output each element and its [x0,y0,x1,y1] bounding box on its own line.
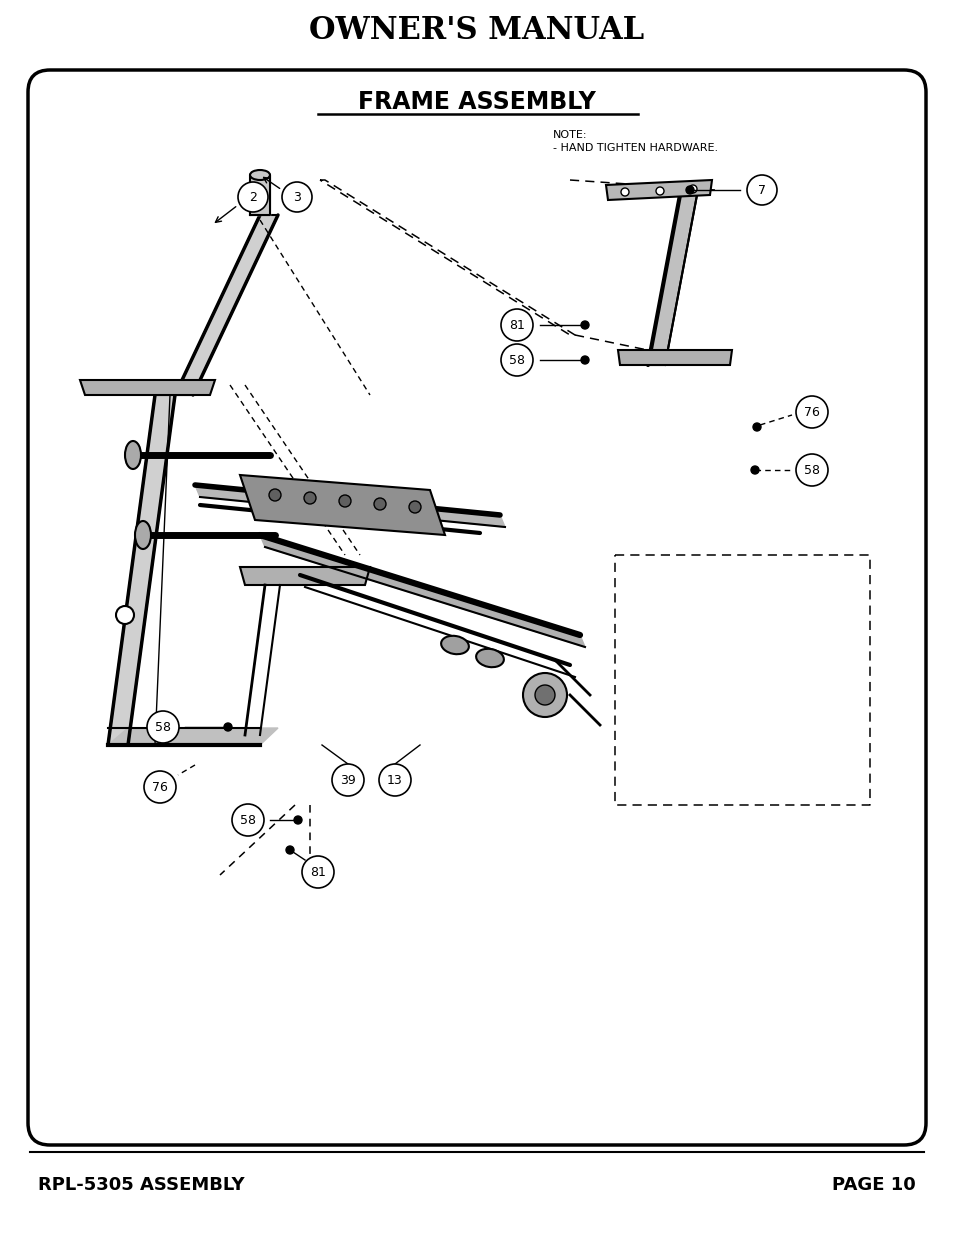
Circle shape [500,345,533,375]
Circle shape [500,309,533,341]
Text: 58: 58 [154,720,171,734]
Circle shape [232,804,264,836]
FancyBboxPatch shape [28,70,925,1145]
Text: 76: 76 [152,781,168,794]
Polygon shape [108,395,174,745]
Text: FRAME ASSEMBLY: FRAME ASSEMBLY [357,90,596,114]
Text: 2: 2 [249,190,256,204]
Polygon shape [80,380,214,395]
Circle shape [580,356,588,364]
Circle shape [685,186,693,194]
Ellipse shape [440,636,468,655]
Circle shape [304,492,315,504]
Text: OWNER'S MANUAL: OWNER'S MANUAL [309,15,644,46]
Circle shape [294,816,302,824]
Polygon shape [260,535,584,647]
Polygon shape [240,475,444,535]
Polygon shape [647,195,697,366]
Text: 81: 81 [509,319,524,331]
Circle shape [144,771,175,803]
Text: 39: 39 [340,773,355,787]
Text: 13: 13 [387,773,402,787]
Circle shape [224,722,232,731]
Polygon shape [240,567,370,585]
Text: 58: 58 [509,353,524,367]
Circle shape [282,182,312,212]
Circle shape [746,175,776,205]
Polygon shape [605,180,711,200]
Text: - HAND TIGHTEN HARDWARE.: - HAND TIGHTEN HARDWARE. [553,143,718,153]
Circle shape [688,185,697,193]
Circle shape [620,188,628,196]
Circle shape [752,424,760,431]
Text: 7: 7 [758,184,765,196]
Circle shape [522,673,566,718]
Text: RPL-5305 ASSEMBLY: RPL-5305 ASSEMBLY [38,1176,244,1194]
Ellipse shape [125,441,141,469]
Circle shape [378,764,411,797]
Circle shape [795,396,827,429]
Text: 81: 81 [310,866,326,878]
Circle shape [269,489,281,501]
Polygon shape [174,215,277,395]
Ellipse shape [135,521,151,550]
Text: 58: 58 [803,463,820,477]
Circle shape [656,186,663,195]
Circle shape [409,501,420,513]
Circle shape [374,498,386,510]
Circle shape [795,454,827,487]
Text: 3: 3 [293,190,300,204]
Polygon shape [618,350,731,366]
Polygon shape [250,175,270,215]
Polygon shape [108,727,277,745]
Circle shape [302,856,334,888]
Text: 76: 76 [803,405,819,419]
Ellipse shape [476,648,503,667]
Circle shape [286,846,294,853]
Circle shape [147,711,179,743]
Polygon shape [194,485,504,527]
Circle shape [580,321,588,329]
Text: PAGE 10: PAGE 10 [831,1176,915,1194]
Text: NOTE:: NOTE: [553,130,587,140]
Circle shape [750,466,759,474]
Circle shape [237,182,268,212]
Text: 58: 58 [240,814,255,826]
Circle shape [535,685,555,705]
Circle shape [332,764,364,797]
Circle shape [116,606,133,624]
Ellipse shape [250,170,270,180]
Circle shape [338,495,351,508]
